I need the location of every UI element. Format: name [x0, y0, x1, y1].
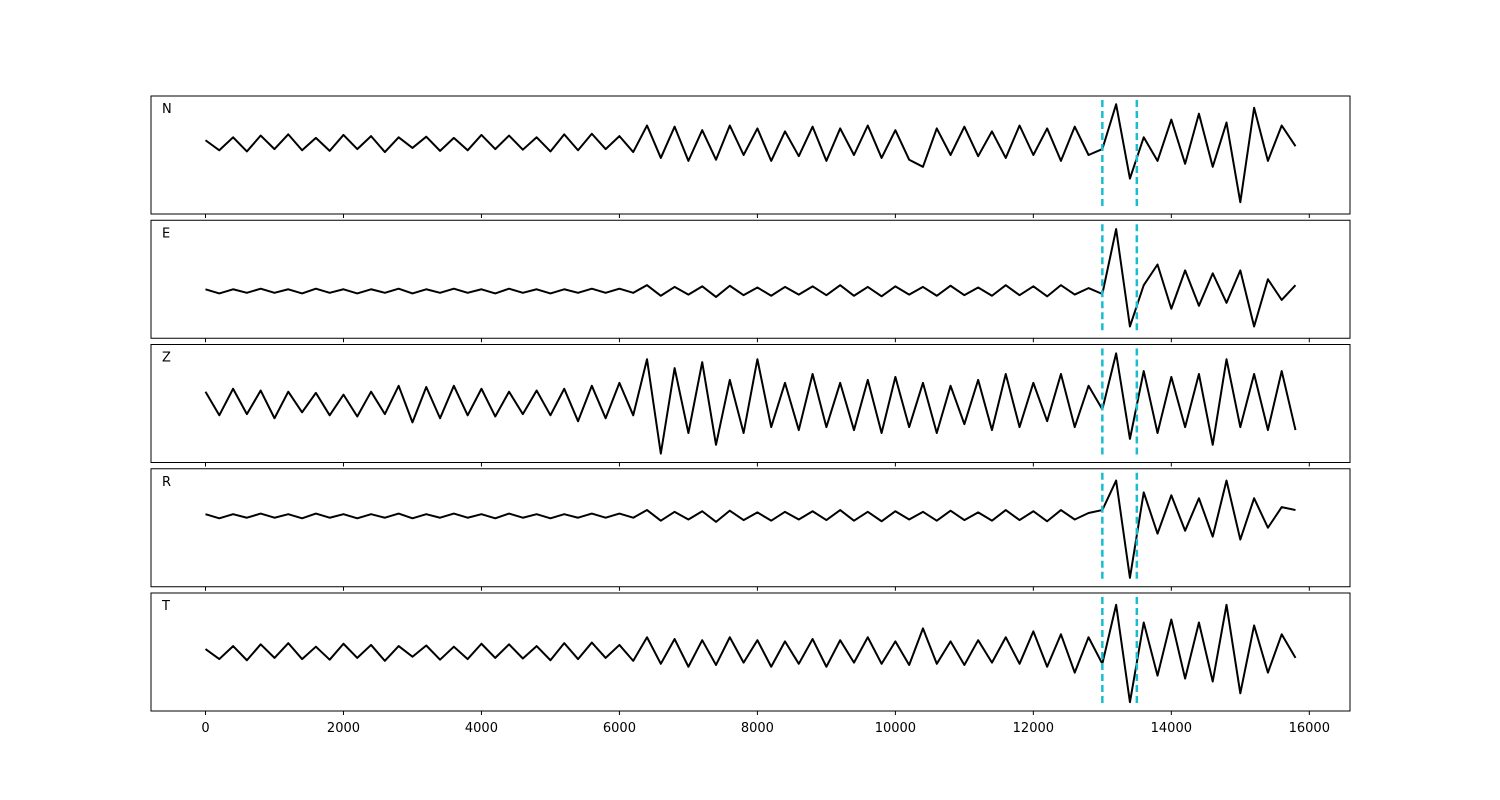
x-tick-label: 14000	[1151, 721, 1192, 736]
panel-frame	[150, 344, 1351, 463]
panel-frame	[150, 592, 1351, 712]
trace	[205, 479, 1296, 579]
panel-label: Z	[162, 351, 171, 366]
x-tick-label: 4000	[465, 721, 498, 736]
x-tick-label: 8000	[741, 721, 774, 736]
x-tick-label: 6000	[603, 721, 636, 736]
x-tick-label: 0	[201, 721, 209, 736]
trace	[204, 103, 1297, 204]
trace	[205, 228, 1297, 328]
panel-label: N	[162, 102, 172, 117]
x-tick-label: 10000	[875, 721, 916, 736]
panel-label: R	[162, 475, 171, 490]
trace	[204, 352, 1297, 455]
panel-frame	[150, 219, 1351, 339]
x-tick-label: 16000	[1289, 721, 1330, 736]
trace	[204, 603, 1297, 704]
panel-label: E	[162, 226, 170, 241]
x-tick-label: 12000	[1013, 721, 1054, 736]
panel-frame	[150, 468, 1351, 588]
panel-frame	[150, 95, 1351, 215]
panel-label: T	[161, 599, 170, 614]
x-tick-label: 2000	[327, 721, 360, 736]
